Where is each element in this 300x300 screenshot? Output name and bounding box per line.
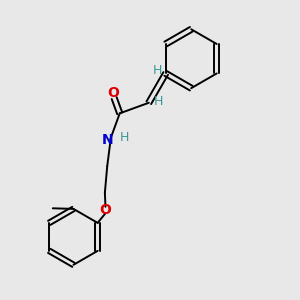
Text: O: O	[107, 86, 119, 100]
Text: H: H	[153, 64, 162, 77]
Text: H: H	[154, 95, 163, 108]
Text: O: O	[100, 203, 111, 217]
Text: N: N	[101, 133, 113, 147]
Text: H: H	[120, 131, 129, 144]
